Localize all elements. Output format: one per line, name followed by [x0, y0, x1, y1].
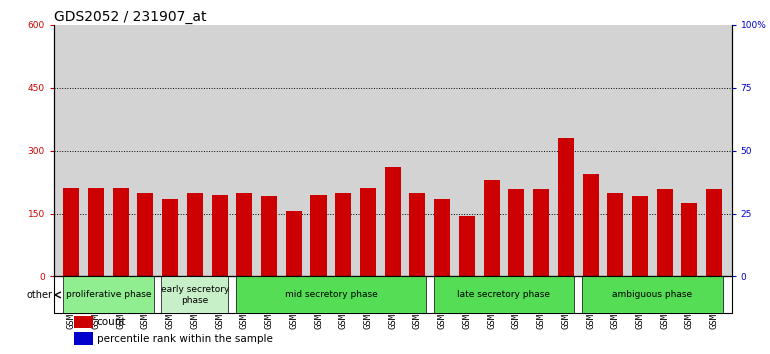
Text: other: other	[27, 290, 52, 300]
Bar	[608, 193, 623, 276]
Bar	[74, 316, 93, 329]
Bar	[112, 188, 129, 276]
Bar	[212, 195, 228, 276]
Text: early secretory
phase: early secretory phase	[161, 285, 229, 304]
Bar	[62, 276, 154, 313]
Bar	[706, 189, 722, 276]
Bar	[459, 216, 475, 276]
Bar	[162, 276, 228, 313]
Bar	[335, 193, 351, 276]
Bar	[681, 203, 698, 276]
Text: mid secretory phase: mid secretory phase	[284, 290, 377, 299]
Text: percentile rank within the sample: percentile rank within the sample	[96, 334, 273, 344]
Bar	[236, 276, 426, 313]
Bar	[63, 188, 79, 276]
Bar	[632, 196, 648, 276]
Bar	[385, 167, 400, 276]
Bar	[484, 180, 500, 276]
Text: proliferative phase: proliferative phase	[65, 290, 151, 299]
Bar	[88, 188, 104, 276]
Text: ambiguous phase: ambiguous phase	[612, 290, 692, 299]
Text: GDS2052 / 231907_at: GDS2052 / 231907_at	[54, 10, 206, 24]
Bar	[434, 276, 574, 313]
Bar	[236, 193, 253, 276]
Bar	[657, 189, 673, 276]
Bar	[187, 193, 203, 276]
Bar	[557, 138, 574, 276]
Bar	[286, 211, 302, 276]
Bar	[434, 199, 450, 276]
Bar	[162, 199, 178, 276]
Bar	[582, 174, 598, 276]
Bar	[582, 276, 723, 313]
Bar	[508, 189, 524, 276]
Bar	[261, 196, 277, 276]
Bar	[533, 189, 549, 276]
Text: late secretory phase: late secretory phase	[457, 290, 551, 299]
Bar	[310, 195, 326, 276]
Text: count: count	[96, 317, 126, 327]
Bar	[137, 193, 153, 276]
Bar	[74, 332, 93, 345]
Bar	[360, 188, 376, 276]
Bar	[410, 193, 426, 276]
